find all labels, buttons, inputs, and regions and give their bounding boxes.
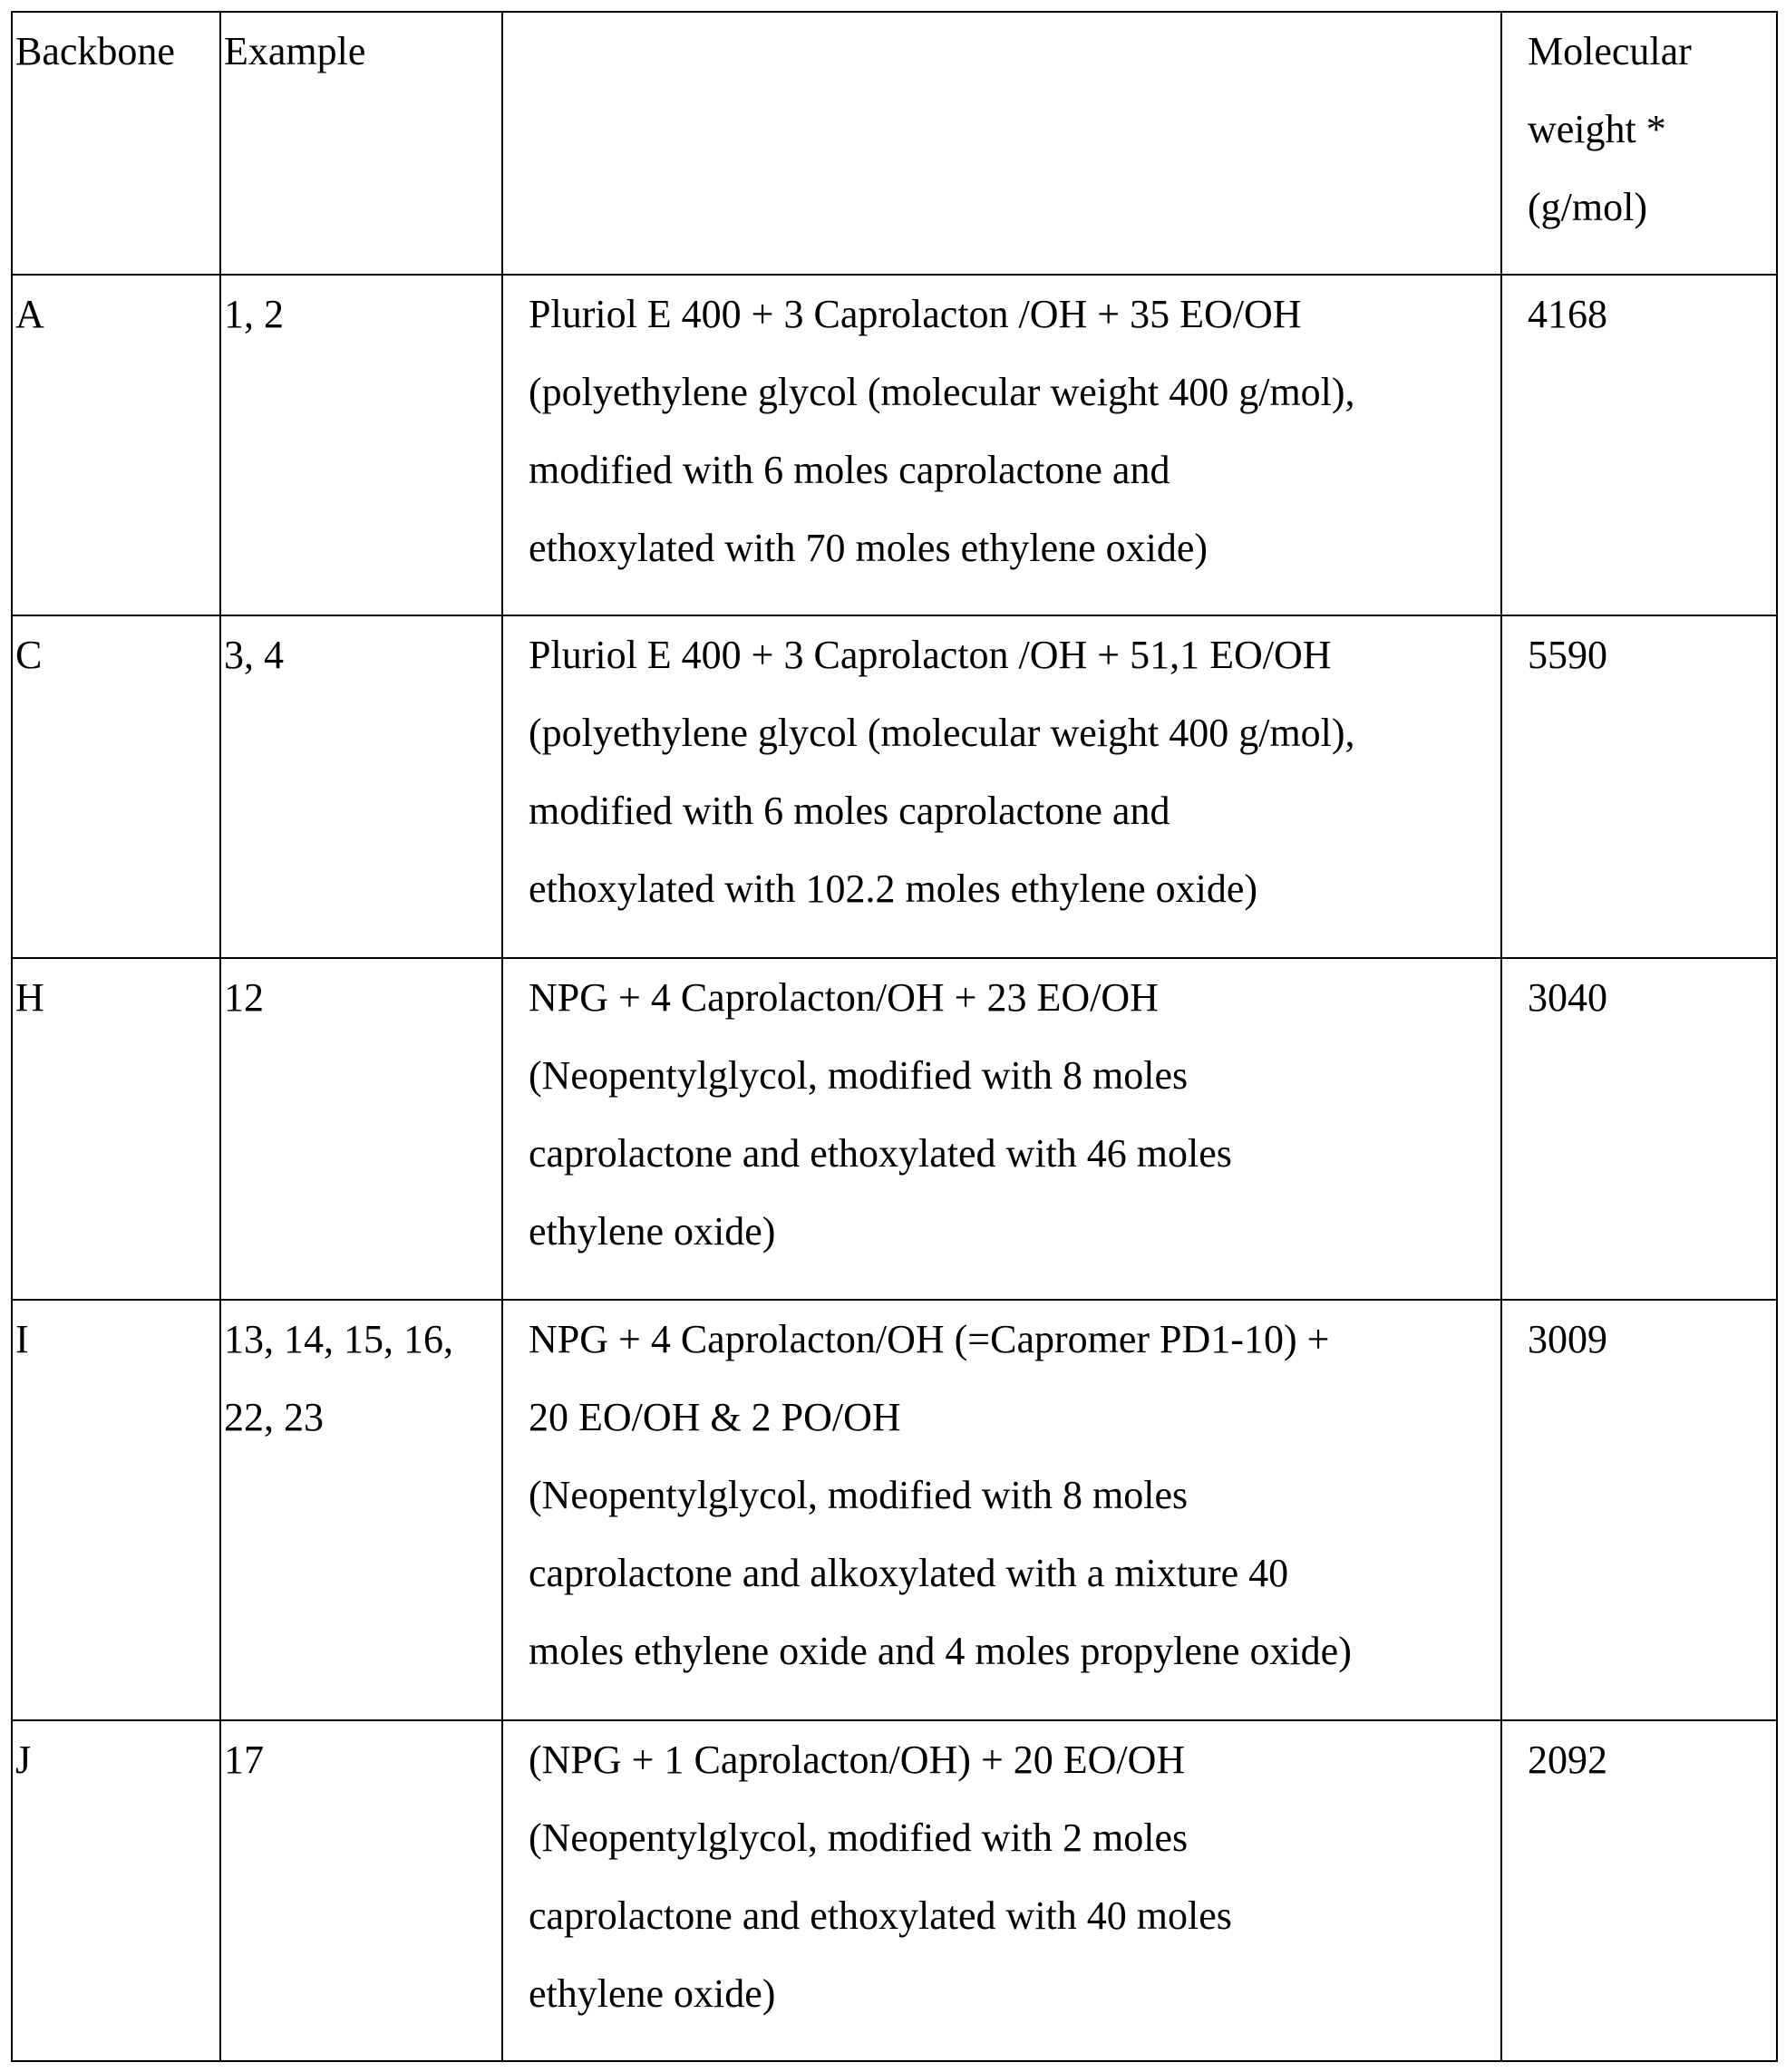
header-description — [502, 12, 1501, 275]
table-row: H 12 NPG + 4 Caprolacton/OH + 23 EO/OH (… — [12, 958, 1777, 1300]
header-backbone: Backbone — [12, 12, 220, 275]
cell-description: Pluriol E 400 + 3 Caprolacton /OH + 51,1… — [502, 615, 1501, 958]
cell-description: Pluriol E 400 + 3 Caprolacton /OH + 35 E… — [502, 275, 1501, 615]
table-row: J 17 (NPG + 1 Caprolacton/OH) + 20 EO/OH… — [12, 1720, 1777, 2061]
cell-description: NPG + 4 Caprolacton/OH + 23 EO/OH (Neope… — [502, 958, 1501, 1300]
backbone-table: Backbone Example Molecular weight * (g/m… — [11, 11, 1778, 2062]
cell-molecular-weight: 2092 — [1501, 1720, 1777, 2061]
cell-example: 12 — [220, 958, 502, 1300]
table-row: C 3, 4 Pluriol E 400 + 3 Caprolacton /OH… — [12, 615, 1777, 958]
cell-backbone: I — [12, 1300, 220, 1720]
cell-backbone: A — [12, 275, 220, 615]
cell-molecular-weight: 5590 — [1501, 615, 1777, 958]
header-row: Backbone Example Molecular weight * (g/m… — [12, 12, 1777, 275]
cell-molecular-weight: 4168 — [1501, 275, 1777, 615]
cell-example: 1, 2 — [220, 275, 502, 615]
cell-example: 3, 4 — [220, 615, 502, 958]
header-example: Example — [220, 12, 502, 275]
header-molecular-weight: Molecular weight * (g/mol) — [1501, 12, 1777, 275]
cell-description: (NPG + 1 Caprolacton/OH) + 20 EO/OH (Neo… — [502, 1720, 1501, 2061]
cell-example: 17 — [220, 1720, 502, 2061]
cell-backbone: C — [12, 615, 220, 958]
cell-example: 13, 14, 15, 16, 22, 23 — [220, 1300, 502, 1720]
cell-molecular-weight: 3009 — [1501, 1300, 1777, 1720]
cell-description: NPG + 4 Caprolacton/OH (=Capromer PD1-10… — [502, 1300, 1501, 1720]
cell-backbone: H — [12, 958, 220, 1300]
cell-backbone: J — [12, 1720, 220, 2061]
table-row: I 13, 14, 15, 16, 22, 23 NPG + 4 Caprola… — [12, 1300, 1777, 1720]
cell-molecular-weight: 3040 — [1501, 958, 1777, 1300]
table-row: A 1, 2 Pluriol E 400 + 3 Caprolacton /OH… — [12, 275, 1777, 615]
